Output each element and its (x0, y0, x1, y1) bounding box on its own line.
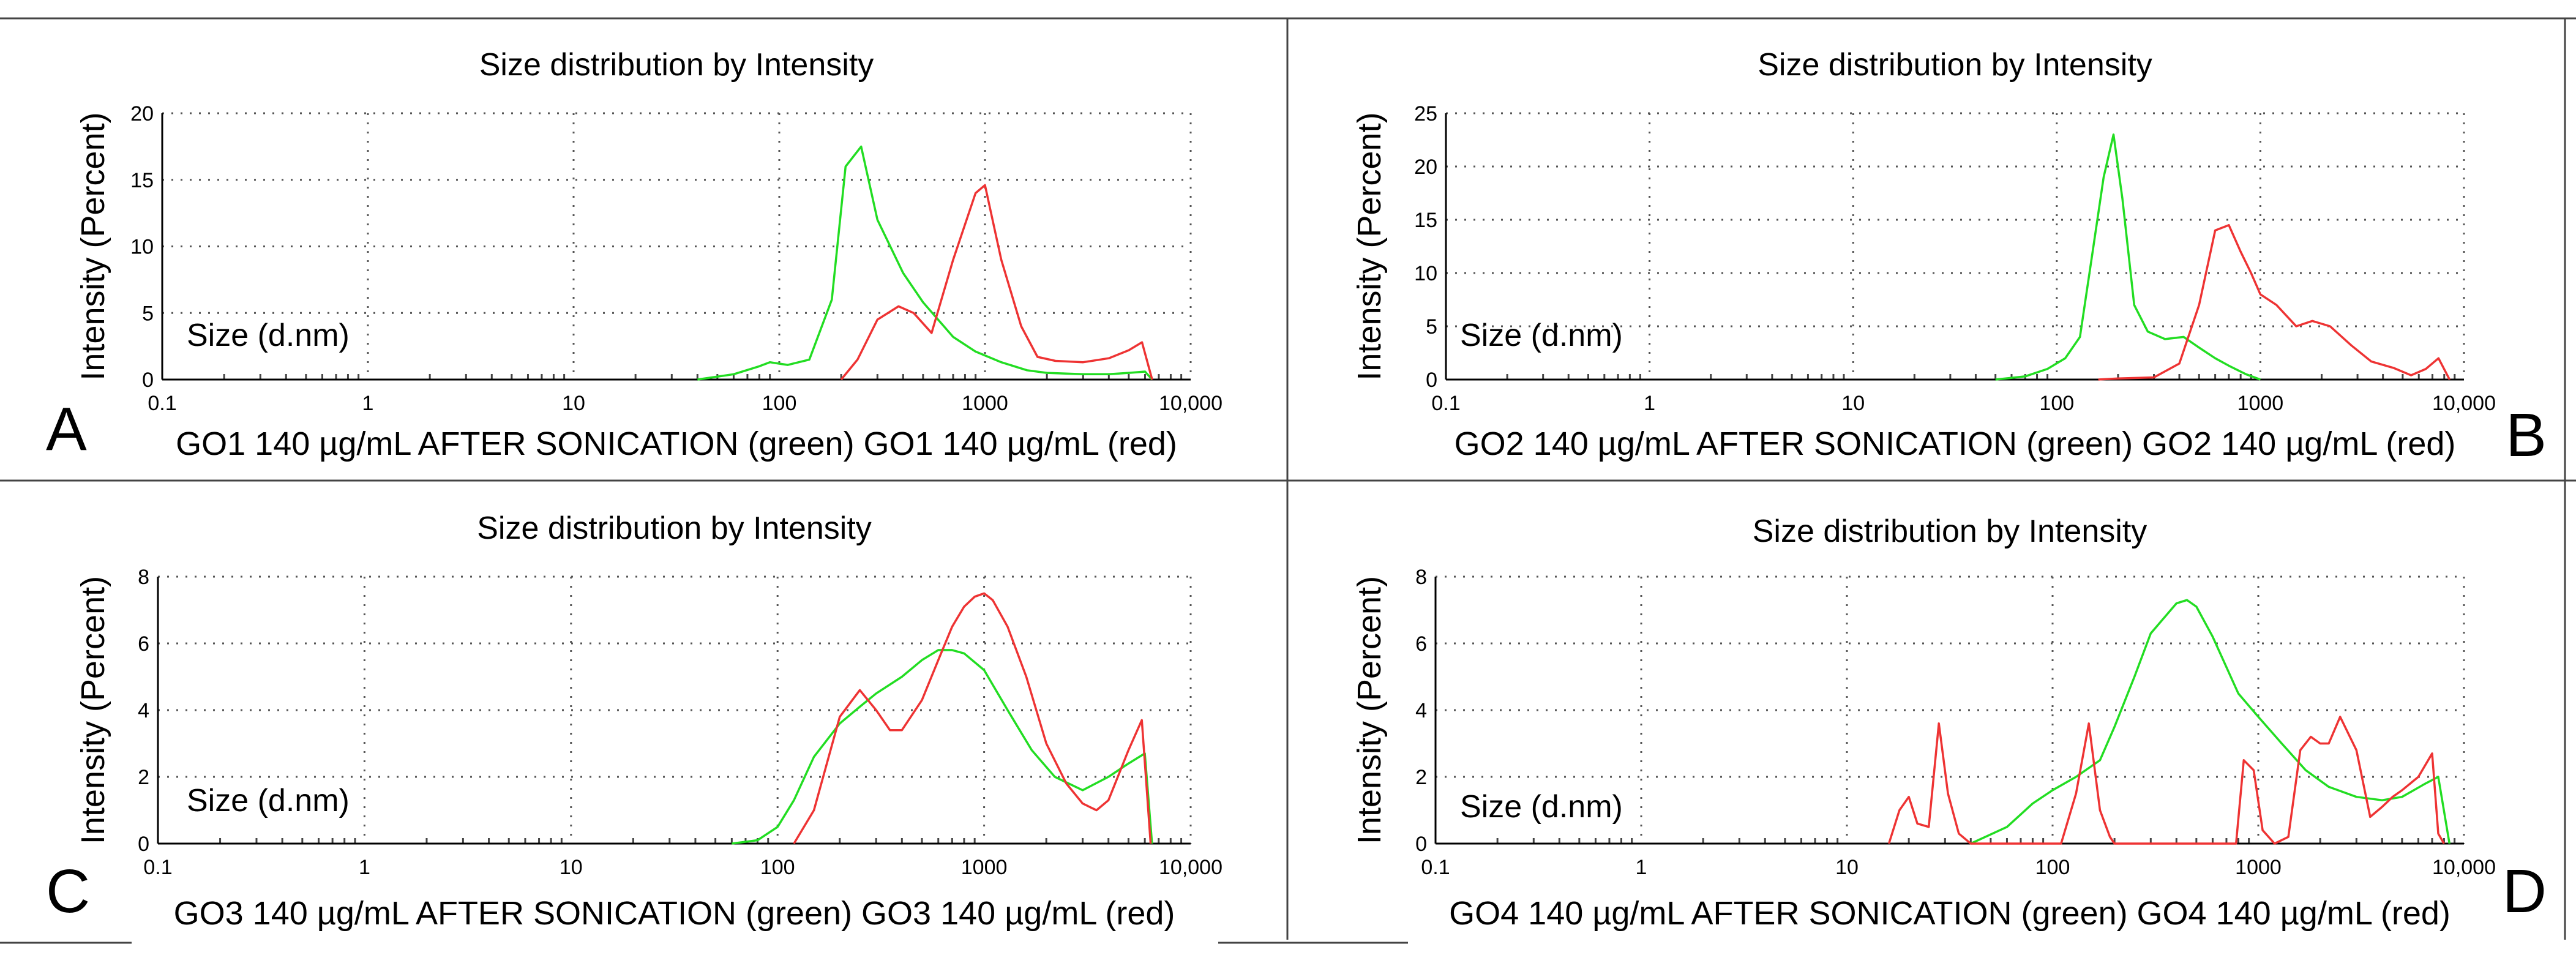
series-line-red (1887, 716, 2445, 845)
chart-panel-a: 0 5 10 15 20 0.1 1 10 100 1000 10,000 Size distribu… (46, 47, 1222, 463)
series-line-green (732, 649, 1153, 845)
x-tick-label: 10 (562, 392, 585, 415)
y-tick-label: 25 (1414, 102, 1437, 125)
chart-title: Size distribution by Intensity (479, 47, 874, 83)
panel-caption: GO4 140 µg/mL AFTER SONICATION (green) G… (1449, 895, 2451, 932)
y-tick-label: 0 (138, 833, 149, 856)
y-tick-label: 8 (1415, 566, 1427, 589)
x-tick-label: 1000 (962, 392, 1008, 415)
y-tick-label: 6 (1415, 632, 1427, 656)
series-line-red (840, 184, 1153, 381)
x-tick-label: 1 (1636, 856, 1647, 879)
series-line-green (1995, 133, 2261, 381)
x-tick-label: 10,000 (1159, 392, 1222, 415)
y-axis-label: Intensity (Percent) (1351, 112, 1388, 380)
x-tick-label: 1 (362, 392, 374, 415)
y-tick-label: 15 (130, 169, 154, 192)
x-tick-label: 10,000 (2432, 856, 2496, 879)
x-axis-label: Size (d.nm) (1460, 318, 1623, 353)
chart-title: Size distribution by Intensity (1758, 47, 2152, 83)
chart-panel-b: 0 5 10 15 20 25 0.1 1 10 100 1000 10,000 Size distri… (1351, 47, 2547, 470)
panel-letter: C (46, 857, 90, 926)
y-tick-label: 10 (1414, 262, 1437, 285)
y-tick-label: 5 (142, 302, 154, 325)
y-tick-label: 2 (138, 766, 149, 789)
y-axis-label: Intensity (Percent) (75, 576, 111, 844)
x-tick-label: 100 (760, 856, 795, 879)
chart-title: Size distribution by Intensity (1753, 514, 2147, 549)
panel-letter: A (46, 395, 87, 463)
x-tick-label: 10 (1841, 392, 1865, 415)
y-tick-label: 0 (142, 369, 154, 392)
panel-letter: D (2503, 857, 2547, 926)
chart-title: Size distribution by Intensity (477, 511, 872, 546)
x-tick-label: 0.1 (148, 392, 176, 415)
y-tick-label: 15 (1414, 209, 1437, 232)
y-tick-label: 20 (1414, 155, 1437, 179)
y-tick-label: 0 (1426, 369, 1437, 392)
y-tick-label: 2 (1415, 766, 1427, 789)
y-tick-label: 20 (130, 102, 154, 125)
panel-caption: GO1 140 µg/mL AFTER SONICATION (green) G… (176, 425, 1177, 462)
x-tick-label: 1 (1644, 392, 1655, 415)
x-tick-label: 1000 (2237, 392, 2284, 415)
y-tick-label: 4 (138, 699, 149, 722)
x-tick-label: 10,000 (1159, 856, 1222, 879)
chart-panel-d: 0 2 4 6 8 0.1 1 10 100 1000 10,000 Size distributio… (1351, 514, 2547, 932)
series-line-red (793, 592, 1152, 844)
x-axis-label: Size (d.nm) (1460, 789, 1623, 825)
chart-panel-c: 0 2 4 6 8 0.1 1 10 100 1000 10,000 Size distributio… (46, 511, 1222, 932)
series-line-red (2098, 223, 2451, 381)
x-tick-label: 0.1 (1431, 392, 1460, 415)
x-tick-label: 100 (2039, 392, 2074, 415)
y-tick-label: 4 (1415, 699, 1427, 722)
x-tick-label: 1000 (2235, 856, 2282, 879)
y-tick-label: 10 (130, 236, 154, 259)
series-line-green (697, 145, 1153, 381)
x-tick-label: 10,000 (2432, 392, 2496, 415)
x-tick-label: 1000 (961, 856, 1008, 879)
x-tick-label: 100 (2035, 856, 2070, 879)
x-tick-label: 0.1 (143, 856, 172, 879)
panel-letter: B (2506, 401, 2547, 470)
y-axis-label: Intensity (Percent) (1351, 576, 1388, 844)
x-axis-label: Size (d.nm) (187, 783, 350, 818)
x-tick-label: 10 (1835, 856, 1859, 879)
y-axis-label: Intensity (Percent) (75, 112, 111, 380)
panel-caption: GO3 140 µg/mL AFTER SONICATION (green) G… (174, 895, 1175, 932)
x-axis-label: Size (d.nm) (187, 318, 350, 353)
panel-caption: GO2 140 µg/mL AFTER SONICATION (green) G… (1455, 425, 2456, 462)
x-tick-label: 100 (762, 392, 797, 415)
x-tick-label: 10 (560, 856, 583, 879)
x-tick-label: 0.1 (1421, 856, 1450, 879)
y-tick-label: 0 (1415, 833, 1427, 856)
y-tick-label: 5 (1426, 315, 1437, 339)
y-tick-label: 8 (138, 566, 149, 589)
y-tick-label: 6 (138, 632, 149, 656)
series-line-green (1970, 599, 2451, 845)
x-tick-label: 1 (359, 856, 370, 879)
